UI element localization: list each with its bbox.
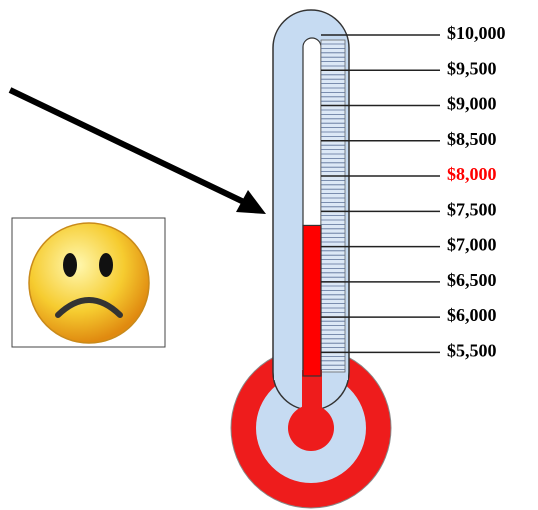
tick-label: $10,000 (447, 23, 506, 43)
tick-label: $5,500 (447, 340, 497, 360)
tick-label: $9,500 (447, 58, 497, 78)
tick-label: $9,000 (447, 94, 497, 114)
mercury (303, 225, 321, 376)
tick-label: $6,000 (447, 305, 497, 325)
tick-label: $8,500 (447, 129, 497, 149)
arrow (10, 90, 266, 214)
thermometer (231, 10, 391, 508)
thermometer-graphic: $5,500 $6,000 $6,500 $7,000 $7,500 $8,000 $8,5… (0, 0, 538, 510)
sad-face (12, 218, 165, 347)
tick-label: $7,500 (447, 199, 497, 219)
tick-label: $7,000 (447, 235, 497, 255)
tick-label: $6,500 (447, 270, 497, 290)
tick-label: $8,000 (447, 164, 497, 184)
